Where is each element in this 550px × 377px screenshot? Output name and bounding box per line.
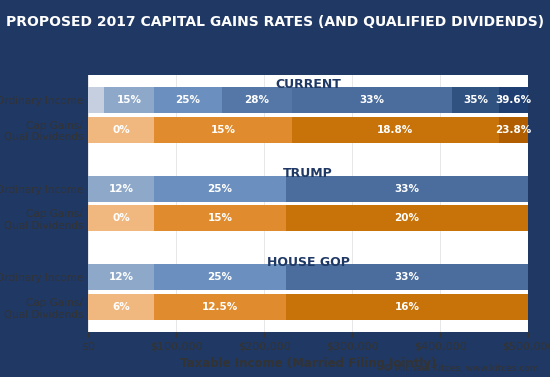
Bar — [286, 176, 528, 202]
Bar — [222, 87, 292, 113]
Bar — [292, 117, 499, 143]
Bar — [154, 87, 222, 113]
Text: 33%: 33% — [394, 273, 420, 282]
Text: 12.5%: 12.5% — [202, 302, 238, 312]
Text: 12%: 12% — [108, 273, 134, 282]
Bar — [88, 87, 104, 113]
Bar — [104, 87, 154, 113]
Text: 25%: 25% — [207, 184, 233, 194]
Bar — [88, 205, 154, 231]
Text: 6%: 6% — [112, 302, 130, 312]
Text: 33%: 33% — [394, 184, 420, 194]
Bar — [88, 264, 154, 290]
Text: 25%: 25% — [207, 273, 233, 282]
Bar — [154, 264, 286, 290]
X-axis label: Taxable Income (Married Filing Jointly): Taxable Income (Married Filing Jointly) — [180, 357, 436, 370]
Bar — [286, 294, 528, 320]
Bar — [499, 87, 528, 113]
Bar — [154, 205, 286, 231]
Text: 16%: 16% — [394, 302, 420, 312]
Text: 39.6%: 39.6% — [496, 95, 531, 105]
Text: 33%: 33% — [359, 95, 384, 105]
Text: CURRENT: CURRENT — [275, 78, 341, 91]
Text: HOUSE GOP: HOUSE GOP — [267, 256, 349, 269]
Bar — [154, 176, 286, 202]
Text: 35%: 35% — [463, 95, 488, 105]
Text: 28%: 28% — [244, 95, 269, 105]
Text: © Michael Kitces, www.kitces.com: © Michael Kitces, www.kitces.com — [383, 364, 539, 373]
Bar — [286, 264, 528, 290]
Text: 23.8%: 23.8% — [496, 125, 532, 135]
Bar — [499, 117, 528, 143]
Bar — [88, 294, 154, 320]
Bar — [88, 176, 154, 202]
Bar — [88, 117, 154, 143]
Text: 15%: 15% — [117, 95, 142, 105]
Text: 18.8%: 18.8% — [377, 125, 414, 135]
Text: PROPOSED 2017 CAPITAL GAINS RATES (AND QUALIFIED DIVIDENDS): PROPOSED 2017 CAPITAL GAINS RATES (AND Q… — [6, 15, 544, 29]
Text: 20%: 20% — [394, 213, 420, 224]
Text: 39.6%: 39.6% — [0, 376, 1, 377]
Text: TRUMP: TRUMP — [283, 167, 333, 180]
Bar — [154, 294, 286, 320]
Text: 25%: 25% — [175, 95, 200, 105]
Text: 15%: 15% — [211, 125, 235, 135]
Text: 0%: 0% — [112, 125, 130, 135]
Bar — [286, 205, 528, 231]
Text: 0%: 0% — [112, 213, 130, 224]
Bar — [452, 87, 499, 113]
Text: 15%: 15% — [207, 213, 233, 224]
Bar — [292, 87, 452, 113]
Text: 10%: 10% — [0, 376, 1, 377]
Text: 12%: 12% — [108, 184, 134, 194]
Bar — [154, 117, 292, 143]
